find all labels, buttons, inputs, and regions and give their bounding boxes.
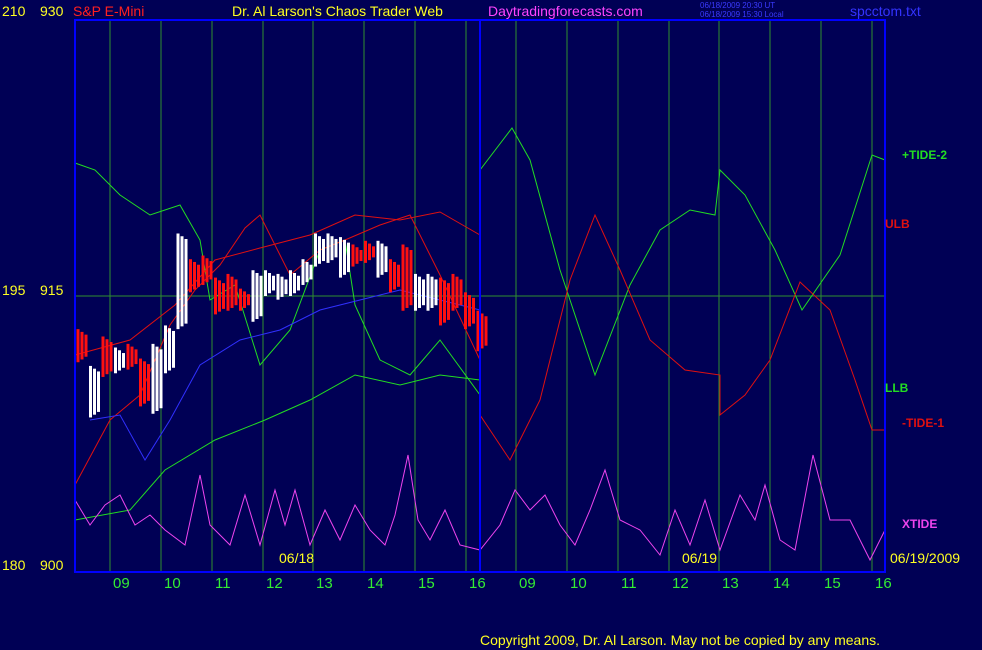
x-tick-label: 14 [367, 575, 384, 592]
y-price-top: 930 [40, 3, 64, 19]
symbol-label: S&P E-Mini [73, 3, 144, 19]
y-cycle-mid: 195 [2, 282, 26, 298]
legend-llb: LLB [885, 381, 909, 395]
xtide-line [74, 454, 886, 562]
llb-line [74, 374, 481, 521]
x-tick-label: 10 [570, 575, 587, 592]
chart-title: Dr. Al Larson's Chaos Trader Web [232, 3, 443, 19]
x-tick-label: 16 [469, 575, 486, 592]
y-price-mid: 915 [40, 282, 64, 298]
y-cycle-top: 210 [2, 3, 26, 19]
legend-xtide: XTIDE [902, 517, 937, 531]
y-price-bottom: 900 [40, 557, 64, 573]
ulb-line [74, 211, 481, 356]
x-tick-label: 13 [722, 575, 739, 592]
copyright: Copyright 2009, Dr. Al Larson. May not b… [480, 632, 880, 648]
date-label-3: 06/19/2009 [890, 550, 960, 566]
x-tick-label: 12 [266, 575, 283, 592]
x-tick-label: 12 [672, 575, 689, 592]
y-cycle-bottom: 180 [2, 557, 26, 573]
site-link[interactable]: Daytradingforecasts.com [488, 3, 643, 19]
x-tick-label: 16 [875, 575, 892, 592]
timestamp-ut: 06/18/2009 20:30 UT [700, 1, 775, 10]
x-tick-label: 15 [824, 575, 841, 592]
tide1-line [74, 213, 885, 486]
x-tick-label: 14 [773, 575, 790, 592]
x-tick-label: 15 [418, 575, 435, 592]
date-label-2: 06/19 [682, 550, 717, 566]
legend-ulb: ULB [885, 217, 910, 231]
legend-tide2: +TIDE-2 [902, 148, 947, 162]
x-tick-label: 09 [113, 575, 130, 592]
price-bars [76, 233, 488, 418]
x-tick-label: 10 [164, 575, 181, 592]
x-tick-label: 11 [215, 575, 231, 592]
legend-tide1: -TIDE-1 [902, 416, 944, 430]
timestamp-local: 06/18/2009 15:30 Local [700, 10, 784, 19]
x-tick-label: 11 [621, 575, 637, 592]
file-name: spcctom.txt [850, 3, 921, 19]
date-label-1: 06/18 [279, 550, 314, 566]
x-tick-label: 09 [519, 575, 536, 592]
x-tick-label: 13 [316, 575, 333, 592]
x-tick-labels: 09 10 11 12 13 14 15 16 09 10 11 12 13 14 15 16 [113, 575, 892, 592]
